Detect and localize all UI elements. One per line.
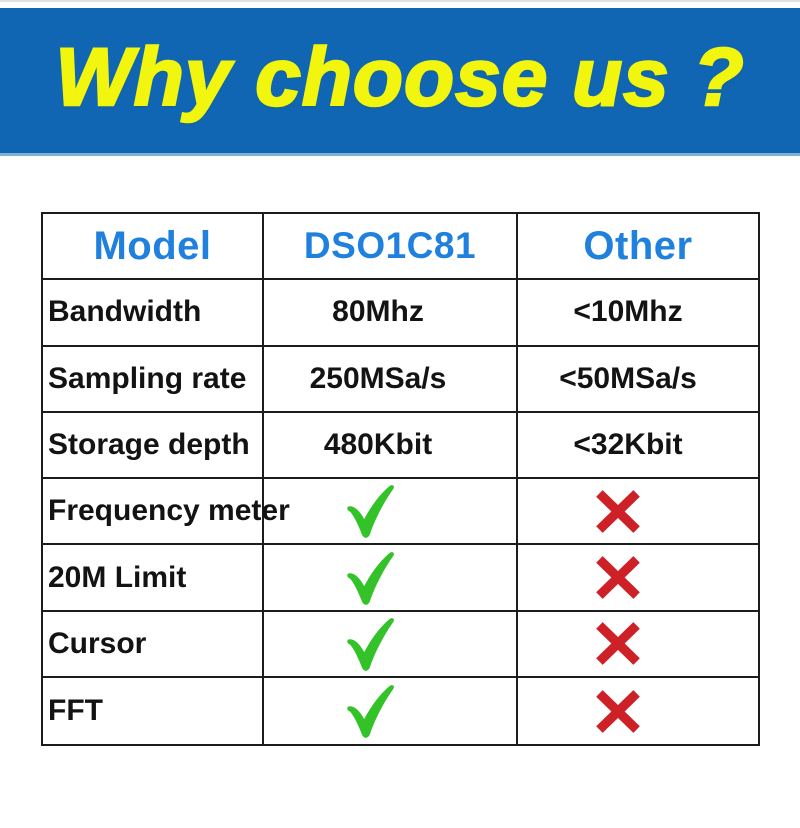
cell-bandwidth-dso1c81: 80Mhz — [264, 280, 518, 347]
cross-icon — [596, 556, 640, 600]
col-header-other: Other — [518, 214, 758, 281]
cell-20m-limit-other — [518, 545, 758, 612]
check-icon — [346, 685, 394, 739]
comparison-table: Model DSO1C81 Other Bandwidth 80Mhz <10M… — [41, 212, 760, 747]
col-header-dso1c81: DSO1C81 — [264, 214, 518, 281]
col-header-model: Model — [43, 214, 264, 281]
cell-bandwidth-other: <10Mhz — [518, 280, 758, 347]
cell-20m-limit-dso1c81 — [264, 545, 518, 612]
row-label-cursor: Cursor — [43, 611, 264, 679]
cell-sampling-rate-dso1c81: 250MSa/s — [264, 346, 518, 413]
cross-icon — [596, 489, 640, 533]
cell-frequency-meter-other — [518, 479, 758, 546]
cross-icon — [596, 689, 640, 733]
cell-frequency-meter-dso1c81 — [264, 479, 518, 546]
check-icon — [346, 551, 394, 605]
row-label-sampling-rate: Sampling rate — [43, 346, 264, 413]
page-title: Why choose us ? — [54, 31, 745, 123]
row-label-fft: FFT — [43, 678, 264, 745]
cell-sampling-rate-other: <50MSa/s — [518, 347, 758, 413]
cell-fft-dso1c81 — [264, 678, 518, 745]
row-label-20m-limit: 20M Limit — [43, 545, 264, 612]
page-top-edge — [0, 0, 800, 2]
cross-icon — [596, 622, 640, 666]
row-label-frequency-meter: Frequency meter — [43, 479, 290, 546]
cell-cursor-other — [518, 612, 758, 679]
row-label-bandwidth: Bandwidth — [43, 280, 264, 347]
row-label-storage-depth: Storage depth — [43, 412, 264, 480]
banner: Why choose us ? — [0, 8, 800, 156]
cell-fft-other — [518, 678, 758, 744]
cell-storage-depth-other: <32Kbit — [518, 413, 758, 480]
check-icon — [346, 617, 394, 671]
cell-storage-depth-dso1c81: 480Kbit — [264, 412, 518, 480]
check-icon — [346, 485, 394, 539]
cell-cursor-dso1c81 — [264, 611, 518, 679]
